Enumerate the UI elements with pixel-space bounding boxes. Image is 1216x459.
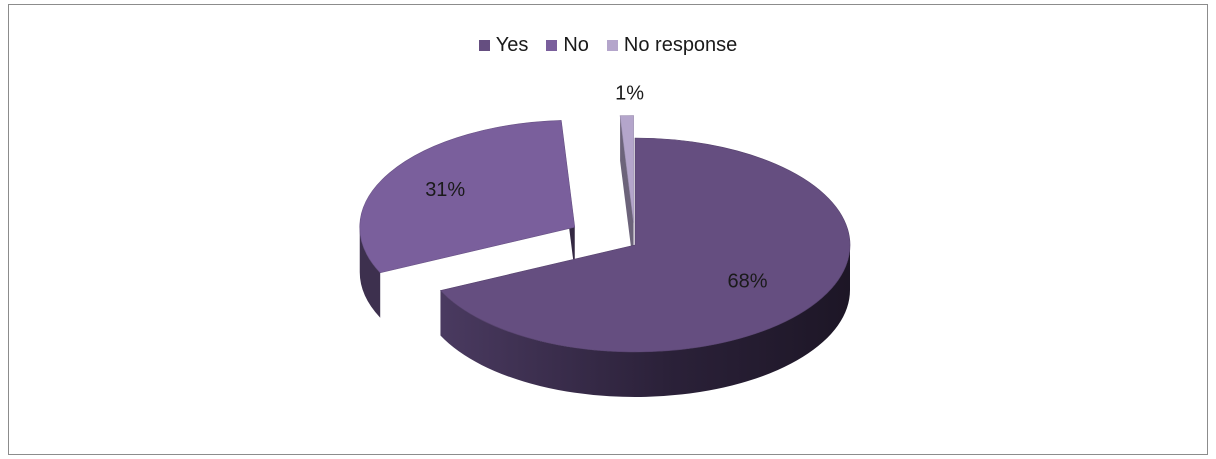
pie-slice-0 xyxy=(439,137,851,353)
legend-label-no-response: No response xyxy=(623,34,738,56)
legend-item-no: No xyxy=(546,34,589,57)
legend-item-yes: Yes xyxy=(478,34,529,57)
pie-slice-1 xyxy=(359,120,576,274)
pie-cut-face-2 xyxy=(620,115,634,268)
pie-tops xyxy=(359,115,851,353)
legend-swatch-no xyxy=(546,40,558,51)
pie-labels: 68% 31% 1% xyxy=(425,83,768,293)
pie-data-label-2: 1% xyxy=(615,83,644,105)
pie-slice-2 xyxy=(619,115,634,223)
legend-label-no: No xyxy=(563,34,589,56)
legend-swatch-yes xyxy=(478,40,490,51)
pie-data-label-0: 68% xyxy=(728,271,768,293)
legend-label-yes: Yes xyxy=(495,34,529,56)
pie-data-label-1: 31% xyxy=(425,179,465,201)
pie-side-1 xyxy=(359,227,381,318)
legend-swatch-no-response xyxy=(606,40,618,51)
legend-item-no-response: No response xyxy=(606,34,738,57)
chart-legend: Yes No No response xyxy=(0,34,1216,57)
pie-side-0 xyxy=(440,245,850,397)
